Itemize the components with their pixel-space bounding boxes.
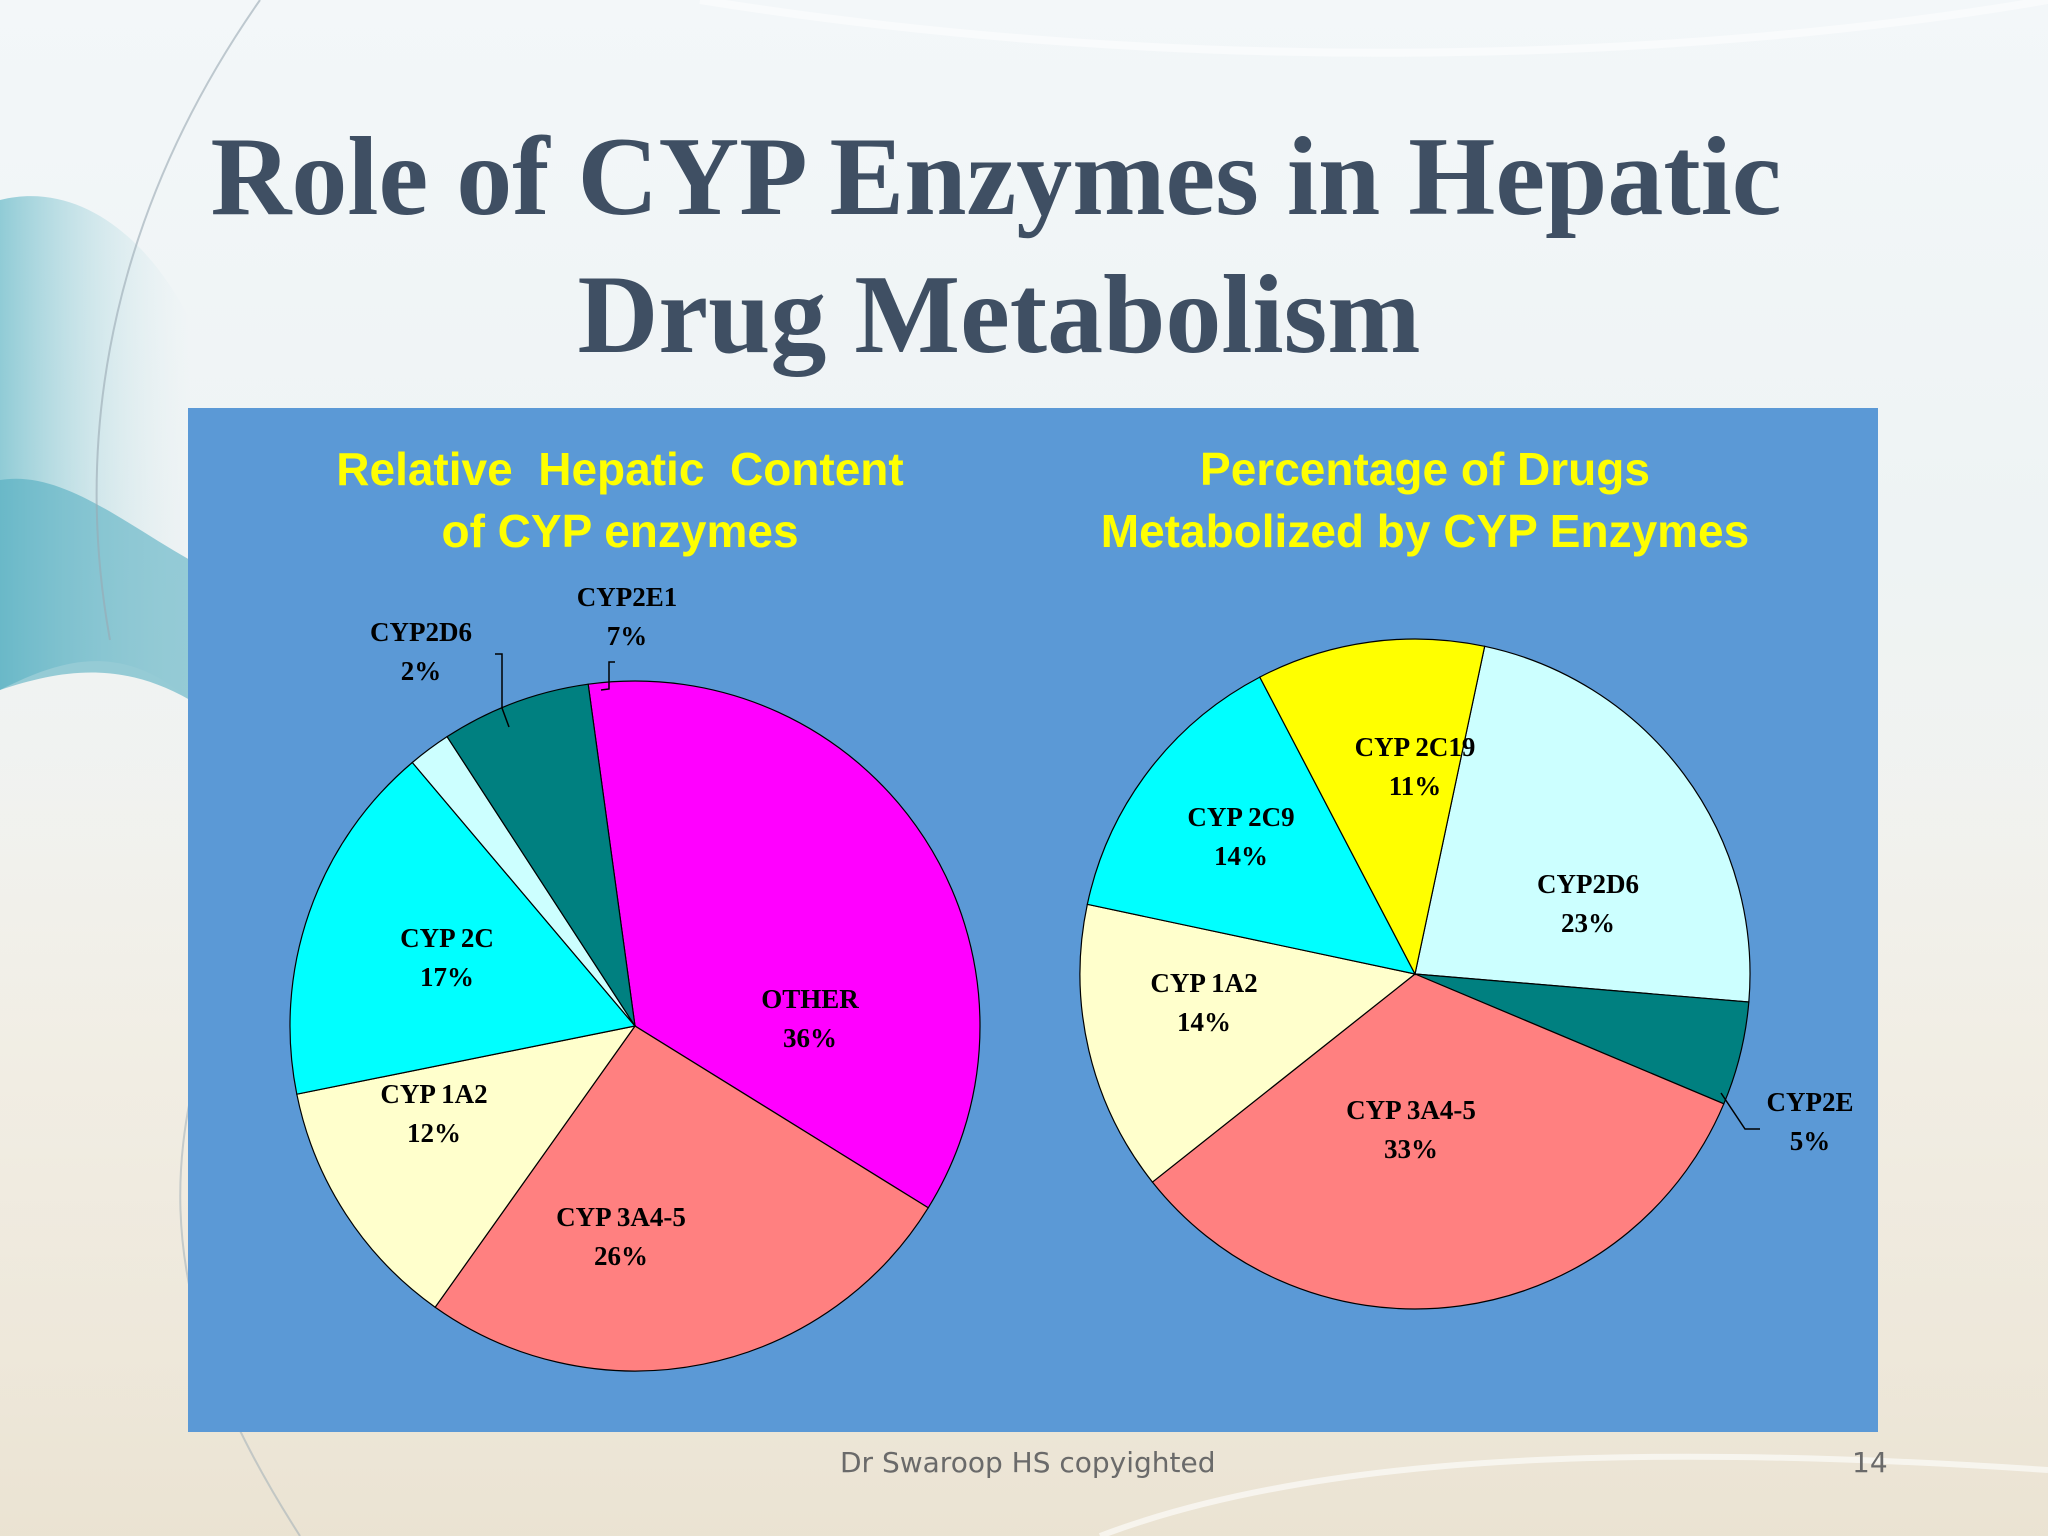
pie2-slice-cyp-1a2 xyxy=(1079,903,1417,1183)
pie1-value-cyp2e1: 7% xyxy=(607,621,648,651)
pie2-label-cyp-1a2: CYP 1A2 xyxy=(1150,968,1257,998)
pie2-value-cyp-1a2: 14% xyxy=(1177,1007,1231,1037)
chart2-title-line1: Percentage of Drugs xyxy=(1200,443,1650,495)
footer-text: Dr Swaroop HS copyighted xyxy=(840,1446,1216,1479)
chart1-title-line2: of CYP enzymes xyxy=(441,505,799,557)
pie1-slice-cyp-1a2 xyxy=(296,1025,637,1309)
pie2-value-cyp-2c19: 11% xyxy=(1389,771,1442,801)
slide-title-line2: Drug Metabolism xyxy=(577,253,1421,377)
pie2-value-cyp2d6: 23% xyxy=(1561,908,1615,938)
chart1-title: Relative Hepatic Content of CYP enzymes xyxy=(260,438,980,562)
pie2-label-cyp-2c9: CYP 2C9 xyxy=(1187,802,1294,832)
page-number: 14 xyxy=(1852,1446,1888,1479)
pie2-value-cyp-3a4-5: 33% xyxy=(1384,1134,1438,1164)
slide-title-line1: Role of CYP Enzymes in Hepatic xyxy=(210,115,1782,239)
pie1-leader-cyp2e1 xyxy=(600,661,615,691)
pie1-slice-cyp-2c xyxy=(289,761,637,1095)
pie2-label-cyp2d6: CYP2D6 xyxy=(1537,869,1639,899)
pie1-label-cyp2d6: CYP2D6 xyxy=(370,617,472,647)
pie2-label-cyp-2c19: CYP 2C19 xyxy=(1355,732,1476,762)
pie1-leader-cyp2d6 xyxy=(495,653,510,728)
pie1-value-cyp-1a2: 12% xyxy=(407,1118,461,1148)
pie2-slice-cyp-2c19 xyxy=(1258,638,1486,976)
pie1-label-cyp-2c: CYP 2C xyxy=(400,923,494,953)
pie2-value-cyp-2c9: 14% xyxy=(1214,841,1268,871)
pie1-value-cyp2d6: 2% xyxy=(401,656,442,686)
pie1-value-other: 36% xyxy=(783,1023,837,1053)
pie2-slice-cyp2d6 xyxy=(1414,645,1751,1003)
chart1-title-line1: Relative Hepatic Content xyxy=(336,443,904,495)
pie2-slice-cyp-2c9 xyxy=(1086,676,1417,975)
pie1-label-other: OTHER xyxy=(761,984,859,1014)
pie1-value-cyp-2c: 17% xyxy=(420,962,474,992)
pie2-value-cyp2e: 5% xyxy=(1790,1126,1831,1156)
chart2-title-line2: Metabolized by CYP Enzymes xyxy=(1100,505,1750,557)
pie1-slice-cyp2e1 xyxy=(446,683,636,1027)
pie1-label-cyp-1a2: CYP 1A2 xyxy=(380,1079,487,1109)
pie1-value-cyp-3a4-5: 26% xyxy=(594,1241,648,1271)
pie-chart-1: OTHER 36% CYP 3A4-5 26% CYP 1A2 12% CYP 2C 17% C… xyxy=(289,582,981,1372)
chart2-title: Percentage of Drugs Metabolized by CYP E… xyxy=(1030,438,1820,562)
pie1-label-cyp2e1: CYP2E1 xyxy=(577,582,678,612)
pie1-slice-cyp-3a4-5 xyxy=(434,1025,930,1372)
pie1-label-cyp-3a4-5: CYP 3A4-5 xyxy=(556,1202,686,1232)
pie-chart-2: CYP2D6 23% CYP2E 5% CYP 3A4-5 33% CYP 1A2 14% CY… xyxy=(1079,638,1854,1310)
pie2-label-cyp2e: CYP2E xyxy=(1767,1087,1854,1117)
pie2-leader-cyp2e xyxy=(1720,1092,1760,1130)
pie2-label-cyp-3a4-5: CYP 3A4-5 xyxy=(1346,1095,1476,1125)
pie1-slice-other xyxy=(587,680,981,1209)
pie2-slice-cyp-3a4-5 xyxy=(1151,973,1725,1310)
